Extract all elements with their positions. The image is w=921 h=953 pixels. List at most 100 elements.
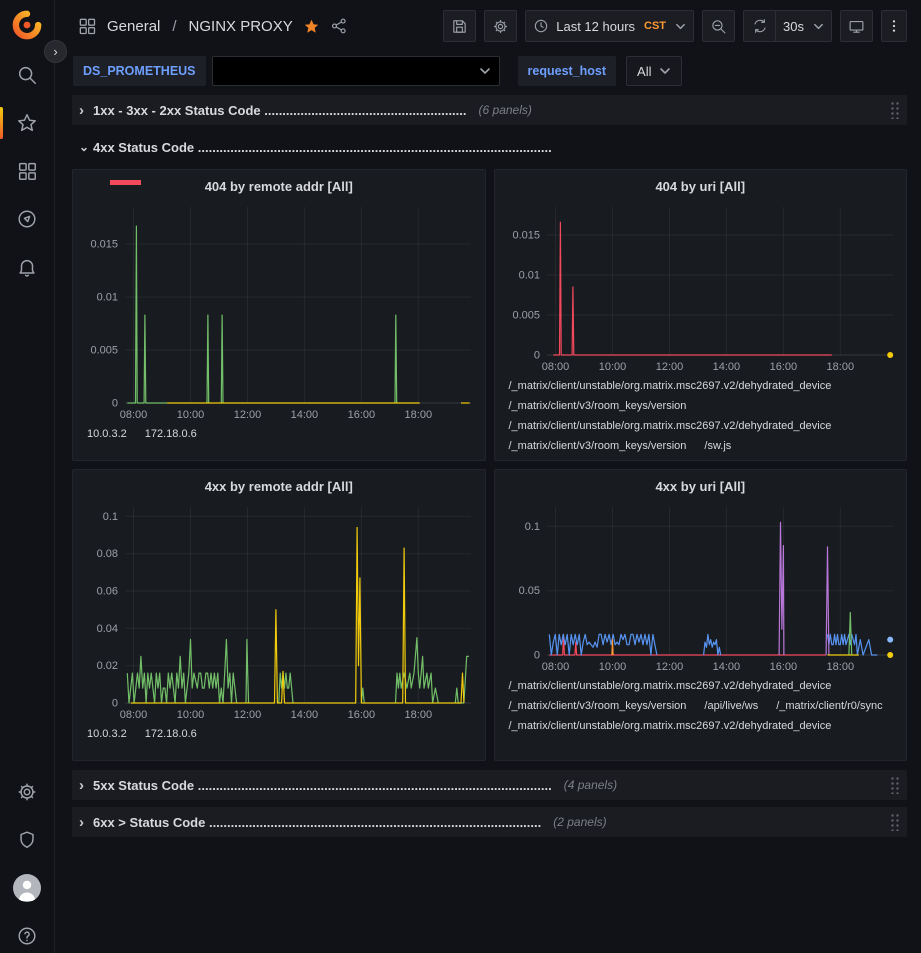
variable-value-request-host[interactable]: All	[626, 56, 683, 86]
svg-text:0.005: 0.005	[512, 310, 540, 322]
variable-label-request-host[interactable]: request_host	[517, 56, 617, 86]
sidebar-item-configuration[interactable]	[12, 781, 42, 803]
svg-text:12:00: 12:00	[234, 409, 262, 421]
svg-text:12:00: 12:00	[655, 361, 683, 373]
dashboard-settings-button[interactable]	[484, 10, 518, 42]
svg-text:08:00: 08:00	[120, 409, 148, 421]
row-header-1xx-3xx-2xx[interactable]: › 1xx - 3xx - 2xx Status Code ..........…	[72, 95, 907, 125]
time-range-picker[interactable]: Last 12 hours CST	[525, 10, 695, 42]
sidebar-item-search[interactable]	[12, 64, 42, 86]
svg-text:0.01: 0.01	[97, 292, 118, 304]
svg-text:0.015: 0.015	[90, 239, 118, 251]
svg-text:18:00: 18:00	[826, 661, 854, 673]
explore-compass-icon	[18, 210, 36, 228]
sidebar-item-alerting[interactable]	[12, 256, 42, 278]
legend-item[interactable]: /_matrix/client/r0/sync	[110, 180, 883, 716]
legend-item[interactable]: 172.18.0.6	[110, 180, 197, 744]
svg-text:0.1: 0.1	[524, 521, 539, 533]
svg-text:14:00: 14:00	[712, 361, 740, 373]
svg-text:0.04: 0.04	[97, 623, 118, 635]
row-drag-handle[interactable]	[890, 776, 899, 794]
chevron-down-icon: ⌄	[79, 140, 90, 154]
sidebar-item-help[interactable]	[12, 925, 42, 947]
panel-title[interactable]: 404 by remote addr [All]	[204, 179, 353, 194]
sidebar-item-dashboards[interactable]	[12, 160, 42, 182]
zoom-out-time-button[interactable]	[702, 10, 736, 42]
share-icon	[331, 18, 346, 34]
svg-text:0: 0	[112, 398, 118, 410]
left-sidebar	[0, 0, 55, 953]
legend-item[interactable]: /_matrix/client/unstable/org.matrix.msc2…	[110, 180, 832, 736]
row-title: 1xx - 3xx - 2xx Status Code ............…	[93, 102, 467, 118]
panel-legend: 10.0.3.2 172.18.0.6	[83, 180, 475, 444]
svg-text:0.05: 0.05	[518, 585, 539, 597]
share-dashboard-button[interactable]	[330, 17, 348, 35]
page-title[interactable]: NGINX PROXY	[188, 17, 293, 35]
row-drag-handle[interactable]	[890, 101, 899, 119]
svg-text:0: 0	[112, 698, 118, 710]
panel-legend: /_matrix/client/unstable/org.matrix.msc2…	[110, 180, 897, 736]
panel-title[interactable]: 4xx by remote addr [All]	[204, 479, 353, 494]
svg-text:08:00: 08:00	[541, 661, 569, 673]
tv-mode-button[interactable]	[840, 10, 873, 42]
refresh-dashboard-button[interactable]	[743, 10, 776, 42]
breadcrumb-folder[interactable]: General	[107, 17, 161, 35]
request-host-value: All	[637, 63, 652, 79]
variable-label-datasource[interactable]: DS_PROMETHEUS	[73, 56, 206, 86]
sidebar-item-explore[interactable]	[12, 208, 42, 230]
svg-text:0.02: 0.02	[97, 660, 118, 672]
svg-text:10:00: 10:00	[598, 661, 626, 673]
dashboards-grid-icon	[18, 162, 36, 180]
help-icon	[18, 927, 36, 945]
legend-item[interactable]: 172.18.0.6	[110, 180, 197, 444]
legend-item[interactable]: 10.0.3.2	[87, 180, 141, 744]
star-dashboard-button[interactable]	[303, 18, 320, 35]
legend-label: /_matrix/client/r0/sync	[776, 700, 883, 712]
panel-title[interactable]: 4xx by uri [All]	[655, 479, 746, 494]
svg-text:14:00: 14:00	[291, 409, 319, 421]
row-header-4xx[interactable]: ⌄ 4xx Status Code ......................…	[72, 132, 907, 162]
dashboard-panel: 404 by remote addr [All] 0 0.005 0.01 0.015…	[72, 169, 486, 461]
expand-sidebar-button[interactable]: ›	[44, 40, 67, 63]
legend-item[interactable]: /sw.js	[110, 180, 731, 456]
more-options-button[interactable]	[881, 10, 907, 42]
legend-item[interactable]: 10.0.3.2	[87, 180, 141, 444]
svg-text:18:00: 18:00	[405, 709, 433, 721]
legend-item[interactable]: /_matrix/client/v3/room_keys/version	[110, 180, 686, 716]
dashboard-panel: 404 by uri [All] 0 0.005 0.01 0.015 08:00 10:…	[110, 169, 907, 461]
dashboard-panel: 4xx by remote addr [All] 0 0.02 0.04 0.06 0.…	[72, 180, 486, 761]
variable-value-datasource[interactable]	[211, 56, 500, 86]
save-dashboard-button[interactable]	[443, 10, 477, 42]
chevron-down-icon	[479, 68, 490, 74]
sidebar-item-server-admin[interactable]	[12, 829, 42, 851]
sidebar-item-starred[interactable]	[0, 107, 42, 139]
server-admin-shield-icon	[20, 831, 34, 849]
legend-item[interactable]: /_matrix/client/v3/room_keys/version	[110, 180, 686, 416]
svg-text:0.06: 0.06	[97, 586, 118, 598]
star-outline-icon	[18, 114, 36, 132]
sidebar-item-user-profile[interactable]	[12, 874, 42, 902]
timezone-label: CST	[644, 20, 667, 32]
configuration-gear-icon	[18, 783, 36, 801]
legend-label: /_matrix/client/unstable/org.matrix.msc2…	[508, 680, 832, 692]
legend-item[interactable]: /api/live/ws	[110, 180, 758, 716]
panel-title[interactable]: 404 by uri [All]	[655, 179, 746, 194]
row-title: 4xx Status Code ........................…	[93, 139, 552, 155]
legend-item[interactable]: /_matrix/client/unstable/org.matrix.msc2…	[110, 180, 831, 436]
panel-chart[interactable]: 0 0.05 0.1 08:00 10:00 12:00 14:00 16:00 18:00	[505, 499, 899, 673]
refresh-interval-picker[interactable]: 30s	[775, 10, 832, 42]
panel-chart[interactable]: 0 0.02 0.04 0.06 0.08 0.1 08:00 10:00 12:00 14:00…	[83, 499, 477, 721]
legend-item[interactable]: /_matrix/client/v3/room_keys/version	[110, 180, 687, 456]
legend-label: /_matrix/client/unstable/org.matrix.msc2…	[508, 720, 832, 732]
row-header-5xx[interactable]: › 5xx Status Code ......................…	[72, 770, 907, 800]
panel-chart[interactable]: 0 0.005 0.01 0.015 08:00 10:00 12:00 14:00 16:00…	[83, 199, 477, 421]
svg-text:12:00: 12:00	[234, 709, 262, 721]
row-header-6xx[interactable]: › 6xx > Status Code ....................…	[72, 807, 907, 837]
row-drag-handle[interactable]	[890, 813, 899, 831]
panel-chart[interactable]: 0 0.005 0.01 0.015 08:00 10:00 12:00 14:00 16:00…	[505, 199, 899, 373]
legend-item[interactable]: /_matrix/client/unstable/org.matrix.msc2…	[110, 180, 832, 696]
svg-text:12:00: 12:00	[655, 661, 683, 673]
grafana-logo[interactable]	[10, 8, 44, 42]
legend-label: /_matrix/client/v3/room_keys/version	[508, 440, 687, 452]
legend-item[interactable]: /_matrix/client/unstable/org.matrix.msc2…	[110, 180, 831, 396]
